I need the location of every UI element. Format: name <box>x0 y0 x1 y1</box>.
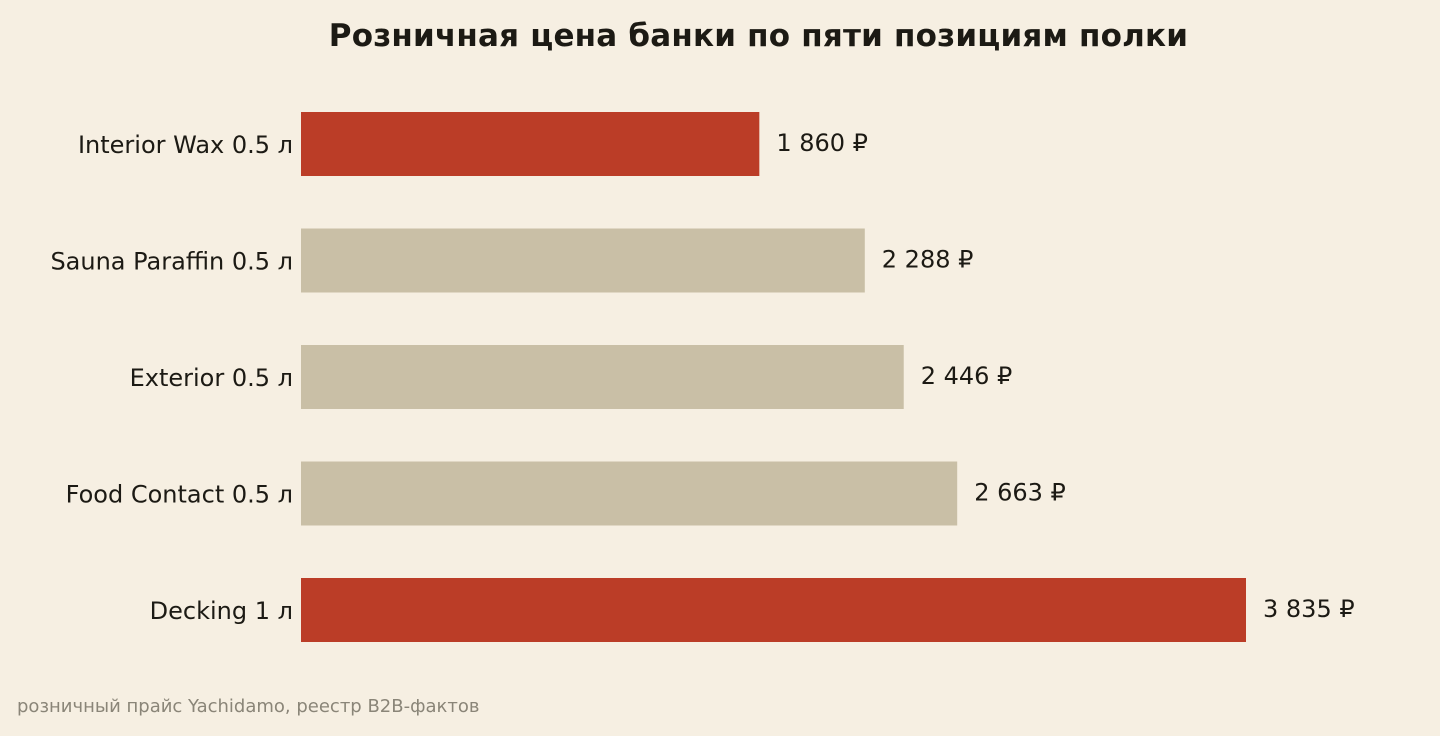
bar-exterior-0-5 <box>301 345 904 409</box>
chart-title: Розничная цена банки по пяти позициям по… <box>328 18 1189 54</box>
value-label: 2 663 ₽ <box>974 479 1066 507</box>
bar-sauna-paraffin-0-5 <box>301 228 865 293</box>
category-label: Exterior 0.5 л <box>130 364 293 392</box>
bar-food-contact-0-5 <box>301 461 958 526</box>
category-label: Sauna Paraffin 0.5 л <box>50 248 293 276</box>
category-label: Decking 1 л <box>150 597 293 625</box>
value-label: 2 288 ₽ <box>882 246 974 274</box>
category-label: Food Contact 0.5 л <box>66 481 293 509</box>
value-label: 1 860 ₽ <box>776 129 868 157</box>
bar-interior-wax-0-5 <box>301 112 760 176</box>
source-note: розничный прайс Yachidamo, реестр B2B-фа… <box>17 696 480 717</box>
bar-decking-1 <box>301 578 1246 642</box>
value-label: 2 446 ₽ <box>921 362 1013 390</box>
category-label: Interior Wax 0.5 л <box>78 131 293 159</box>
value-label: 3 835 ₽ <box>1263 595 1355 623</box>
